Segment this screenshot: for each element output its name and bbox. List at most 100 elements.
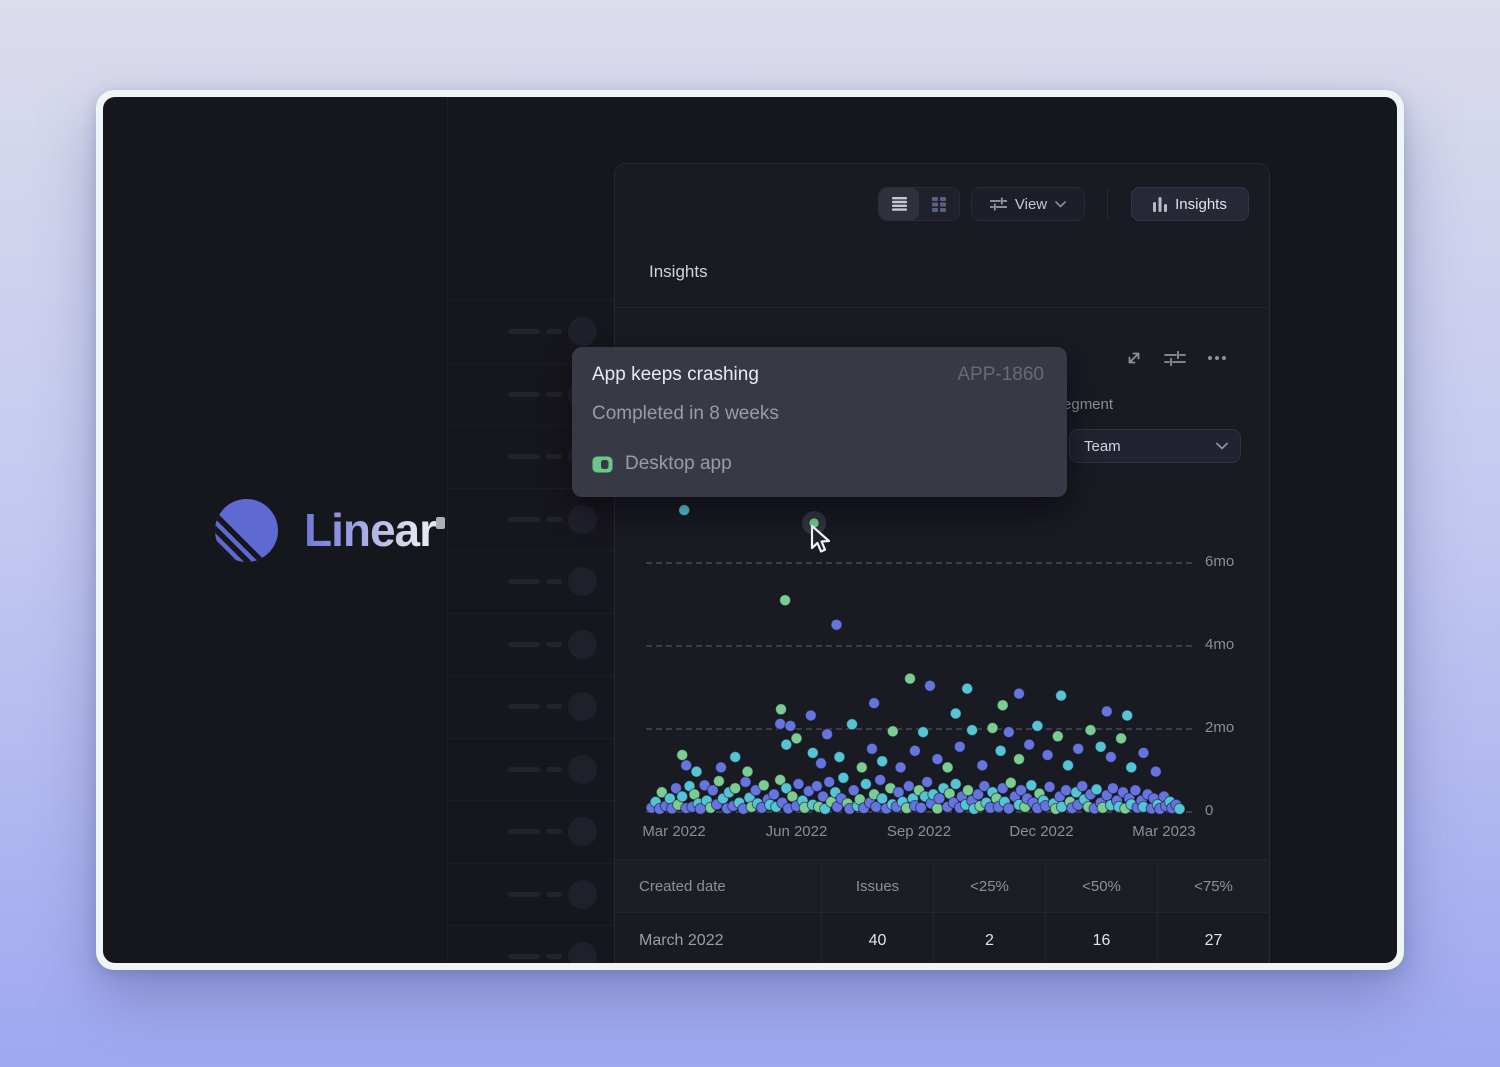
scatter-point[interactable]: [678, 504, 691, 517]
scatter-point[interactable]: [780, 782, 793, 795]
scatter-point[interactable]: [717, 792, 729, 805]
scatter-point[interactable]: [1043, 780, 1056, 793]
insights-button[interactable]: Insights: [1131, 187, 1249, 221]
scatter-point[interactable]: [729, 751, 742, 763]
scatter-point[interactable]: [1072, 798, 1085, 811]
scatter-point[interactable]: [906, 792, 919, 805]
scatter-point[interactable]: [994, 744, 1007, 757]
scatter-point[interactable]: [1064, 795, 1077, 808]
scatter-point[interactable]: [659, 800, 672, 812]
scatter-point[interactable]: [943, 787, 956, 800]
scatter-point[interactable]: [790, 800, 803, 812]
expand-icon[interactable]: [1124, 348, 1144, 368]
scatter-point[interactable]: [672, 798, 685, 811]
scatter-point[interactable]: [1104, 799, 1117, 812]
scatter-point[interactable]: [855, 761, 868, 774]
scatter-point[interactable]: [1021, 792, 1034, 805]
scatter-point[interactable]: [776, 796, 789, 809]
scatter-point[interactable]: [751, 797, 764, 810]
scatter-point[interactable]: [1106, 782, 1119, 795]
scatter-point[interactable]: [933, 792, 946, 805]
scatter-point[interactable]: [949, 707, 962, 720]
scatter-point[interactable]: [1094, 796, 1107, 809]
scatter-point[interactable]: [1013, 687, 1025, 700]
scatter-point[interactable]: [937, 782, 950, 795]
scatter-point[interactable]: [743, 791, 756, 804]
scatter-point[interactable]: [806, 746, 819, 759]
scatter-point[interactable]: [1100, 789, 1113, 802]
scatter-point[interactable]: [1076, 780, 1089, 793]
scatter-point[interactable]: [810, 780, 823, 793]
scatter-point[interactable]: [1053, 790, 1066, 803]
scatter-point[interactable]: [876, 792, 889, 805]
scatter-point[interactable]: [780, 738, 793, 751]
scatter-point[interactable]: [796, 794, 809, 807]
scatter-point[interactable]: [853, 793, 866, 806]
scatter-point[interactable]: [1004, 776, 1017, 789]
scatter-point[interactable]: [1008, 790, 1021, 803]
scatter-point[interactable]: [1111, 794, 1123, 807]
scatter-point[interactable]: [1047, 797, 1060, 810]
scatter-point[interactable]: [959, 798, 972, 811]
view-options-button[interactable]: View: [971, 187, 1085, 221]
scatter-point[interactable]: [761, 793, 774, 806]
sliders-icon[interactable]: [1164, 348, 1186, 368]
scatter-point[interactable]: [886, 798, 899, 811]
layout-toggle[interactable]: [878, 187, 960, 221]
scatter-point[interactable]: [868, 788, 881, 801]
scatter-point[interactable]: [821, 728, 834, 741]
scatter-point[interactable]: [866, 742, 878, 755]
scatter-point[interactable]: [676, 749, 689, 761]
list-view-button[interactable]: [879, 188, 919, 220]
scatter-point[interactable]: [804, 709, 817, 722]
scatter-point[interactable]: [815, 757, 827, 770]
scatter-point[interactable]: [1094, 740, 1107, 753]
scatter-point[interactable]: [996, 699, 1009, 712]
scatter-point[interactable]: [830, 618, 843, 631]
scatter-point[interactable]: [990, 792, 1003, 805]
scatter-point[interactable]: [1015, 784, 1028, 797]
scatter-point[interactable]: [941, 761, 954, 774]
scatter-point[interactable]: [974, 800, 987, 812]
scatter-point[interactable]: [790, 732, 803, 745]
scatter-point[interactable]: [927, 788, 940, 801]
scatter-point[interactable]: [817, 790, 829, 803]
scatter-point[interactable]: [1100, 705, 1113, 718]
scatter-point[interactable]: [896, 795, 909, 808]
scatter-point[interactable]: [739, 776, 752, 788]
scatter-point[interactable]: [676, 790, 689, 803]
scatter-point[interactable]: [825, 795, 838, 808]
scatter-point[interactable]: [806, 798, 819, 811]
scatter-point[interactable]: [690, 765, 703, 778]
scatter-point[interactable]: [1039, 800, 1052, 812]
scatter-point[interactable]: [688, 788, 701, 801]
scatter-point[interactable]: [851, 800, 864, 812]
scatter-point[interactable]: [1117, 786, 1130, 799]
scatter-point[interactable]: [692, 797, 705, 810]
scatter-point[interactable]: [792, 778, 805, 790]
ellipsis-icon[interactable]: [1206, 348, 1228, 368]
scatter-point[interactable]: [706, 784, 719, 797]
scatter-point[interactable]: [1170, 798, 1183, 811]
scatter-point[interactable]: [1090, 783, 1103, 796]
segment-dropdown[interactable]: Team: [1069, 429, 1241, 463]
board-view-button[interactable]: [919, 188, 959, 220]
scatter-point[interactable]: [874, 773, 887, 786]
scatter-point[interactable]: [961, 682, 974, 695]
scatter-point[interactable]: [663, 792, 676, 805]
scatter-point[interactable]: [924, 679, 936, 692]
scatter-point[interactable]: [908, 744, 921, 757]
scatter-point[interactable]: [1013, 753, 1025, 766]
scatter-point[interactable]: [1164, 795, 1177, 808]
scatter-point[interactable]: [949, 778, 962, 790]
scatter-point[interactable]: [729, 782, 742, 795]
scatter-point[interactable]: [749, 784, 762, 797]
scatter-point[interactable]: [723, 786, 736, 799]
scatter-point[interactable]: [1104, 751, 1117, 763]
scatter-point[interactable]: [1084, 788, 1097, 801]
scatter-point[interactable]: [1129, 784, 1142, 797]
scatter-point[interactable]: [1123, 792, 1136, 805]
scatter-point[interactable]: [1027, 796, 1040, 809]
scatter-point[interactable]: [1147, 792, 1160, 805]
scatter-point[interactable]: [953, 740, 966, 753]
